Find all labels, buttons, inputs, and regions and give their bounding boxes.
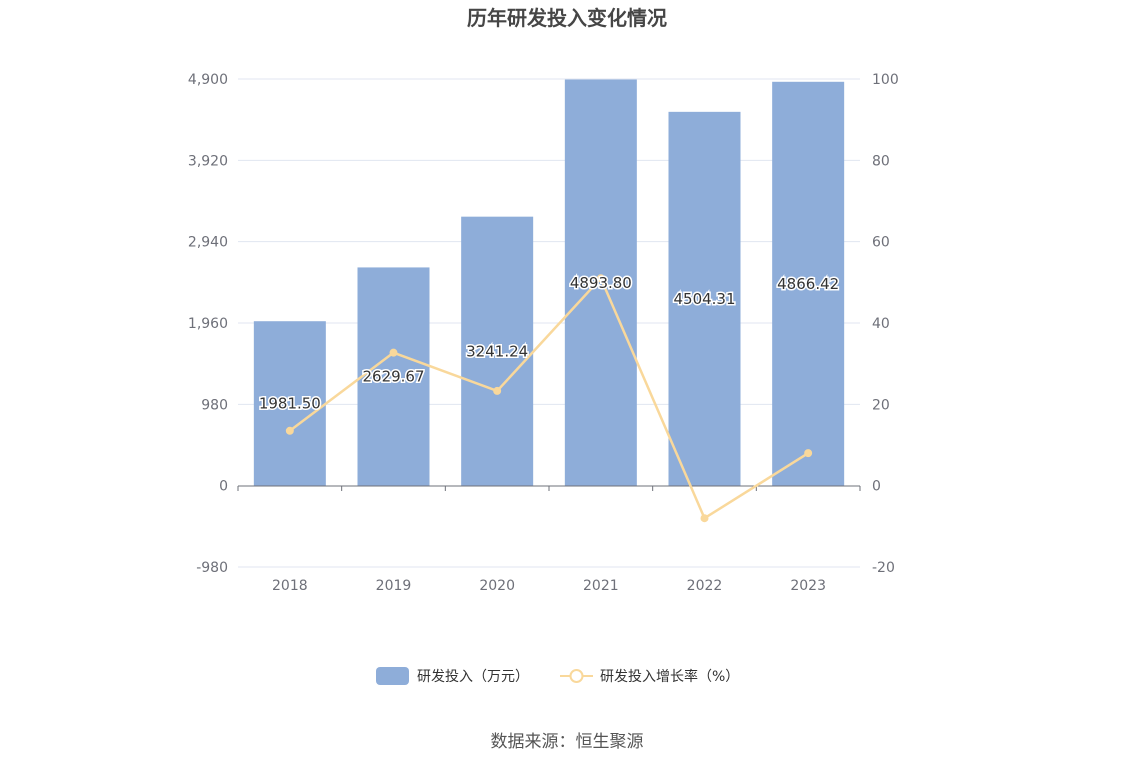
line-point	[493, 386, 502, 395]
bar	[668, 111, 741, 487]
x-tick-label: 2023	[790, 578, 826, 594]
bar-data-label: 3241.24	[466, 342, 528, 360]
data-labels: 1981.50 2629.67 3241.24 4893.80 4504.31 4866.…	[257, 272, 840, 414]
x-tick-label: 2022	[687, 578, 723, 594]
bar	[564, 79, 637, 486]
bar	[772, 81, 845, 486]
bar	[357, 267, 430, 486]
legend-item-line[interactable]: 研发投入增长率（%）	[560, 668, 739, 685]
line-point	[804, 449, 813, 458]
legend-bar-label: 研发投入（万元）	[417, 669, 529, 685]
right-y-tick-label: 20	[872, 397, 890, 413]
left-y-tick-label: 0	[219, 479, 228, 495]
left-y-tick-label: 980	[201, 397, 228, 413]
legend-line-label: 研发投入增长率（%）	[600, 668, 739, 685]
left-y-tick-label: 3,920	[188, 153, 228, 169]
x-tick-label: 2018	[272, 578, 308, 594]
right-y-tick-label: 60	[872, 235, 890, 251]
bar-series	[253, 79, 845, 487]
right-y-tick-label: 40	[872, 316, 890, 332]
line-point	[700, 514, 709, 523]
right-y-tick-label: -20	[872, 560, 895, 576]
bar-data-label: 4893.80	[570, 274, 632, 292]
right-y-tick-label: 0	[872, 479, 881, 495]
x-tick-label: 2020	[479, 578, 515, 594]
legend-bar-swatch	[376, 667, 409, 685]
left-y-axis: -980 0 980 1,960 2,940 3,920 4,900	[188, 72, 228, 576]
line-point	[389, 348, 398, 357]
line-series	[285, 274, 813, 523]
bar-data-label: 4866.42	[777, 275, 839, 293]
bar	[253, 321, 326, 486]
legend-line-marker	[569, 669, 584, 683]
x-tick-label: 2021	[583, 578, 619, 594]
grid-lines	[238, 78, 860, 568]
right-y-axis: -20 0 20 40 60 80 100	[872, 72, 899, 576]
bar	[461, 216, 534, 486]
growth-line	[289, 276, 809, 521]
right-y-tick-label: 80	[872, 153, 890, 169]
legend: 研发投入（万元） 研发投入增长率（%）	[376, 667, 739, 685]
line-point	[596, 274, 605, 283]
source-note: 数据来源：恒生聚源	[491, 732, 644, 752]
legend-item-bar[interactable]: 研发投入（万元）	[376, 667, 529, 685]
left-y-tick-label: 4,900	[188, 72, 228, 88]
chart-title: 历年研发投入变化情况	[467, 6, 667, 30]
bar-data-label: 2629.67	[362, 368, 424, 386]
x-axis: 2018 2019 2020 2021 2022 2023	[237, 485, 861, 594]
left-y-tick-label: 1,960	[188, 316, 228, 332]
line-point	[285, 426, 294, 435]
left-y-tick-label: -980	[196, 560, 228, 576]
x-tick-label: 2019	[376, 578, 412, 594]
left-y-tick-label: 2,940	[188, 235, 228, 251]
right-y-tick-label: 100	[872, 72, 899, 88]
bar-data-label: 1981.50	[259, 395, 321, 413]
bar-data-label: 4504.31	[673, 290, 735, 308]
